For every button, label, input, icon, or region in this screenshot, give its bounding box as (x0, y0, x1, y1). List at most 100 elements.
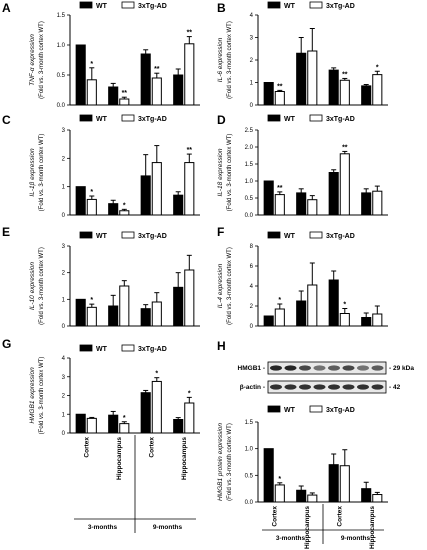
y-tick-label: 3 (62, 375, 66, 381)
y-axis-sublabel: (Fold vs. 3-month cortex WT) (227, 134, 233, 212)
bar-3xtg (151, 301, 162, 327)
legend-label-wt: WT (96, 346, 108, 353)
significance-marker: ** (342, 71, 348, 78)
chart-panel-h: H 0.0 0.5 1.0 1.5 HMGB1 protein expression (Fo… (217, 339, 388, 549)
y-axis-label: HMGB1 expression (29, 367, 36, 424)
bar-wt (328, 464, 339, 503)
y-axis-label: IL-4 expression (217, 263, 224, 308)
significance-marker: * (343, 302, 346, 309)
y-axis-sublabel: (Fold vs. 3-month cortex WT) (39, 21, 45, 99)
bar-wt (75, 44, 86, 106)
legend-label-wt: WT (96, 3, 108, 10)
bar-wt (173, 419, 184, 434)
significance-marker: * (188, 390, 191, 397)
bar-wt (296, 489, 307, 503)
bar-wt (328, 172, 339, 216)
significance-marker: * (278, 476, 281, 483)
x-group-label: 3-months (276, 535, 306, 542)
y-axis-sublabel: (Fold vs. 3-month cortex WT) (39, 247, 45, 325)
panel-letter: D (217, 113, 226, 127)
bar-3xtg (151, 162, 162, 216)
bar-wt (108, 414, 119, 434)
y-tick-label: 1 (62, 412, 66, 418)
y-axis-sublabel: (Fold vs. 3-month cortex WT) (39, 357, 45, 435)
legend-swatch-3xtg (309, 1, 323, 9)
x-group-label: 3-months (88, 524, 118, 531)
bar-wt (296, 192, 307, 216)
blot-row-hmgb1 (267, 361, 387, 375)
bar-wt (108, 305, 119, 327)
legend-label-wt: WT (96, 233, 108, 240)
blot-band (270, 384, 282, 390)
y-tick-label: 2 (250, 58, 254, 64)
panel-letter: G (2, 337, 11, 351)
legend-swatch-wt (267, 1, 281, 9)
x-category-label: Hippocampus (369, 506, 376, 549)
y-tick-label: 2.5 (245, 128, 254, 134)
western-blot: HMGB1 - - 29 kDa β-actin - - 42 (238, 361, 414, 394)
y-tick-label: 6 (250, 264, 254, 270)
y-tick-label: 2 (62, 271, 66, 277)
chart-panel-c: C 0 1 2 3 IL-1β expression (Fold vs. 3-month c… (2, 113, 200, 219)
legend-label-wt: WT (284, 407, 296, 414)
bar-3xtg (307, 494, 318, 503)
y-axis-sublabel: (Fold vs. 3-month cortex WT) (39, 134, 45, 212)
y-tick-label: 0 (62, 431, 66, 437)
bar-wt (140, 175, 151, 216)
bar-wt (75, 413, 86, 434)
bar-wt (173, 74, 184, 106)
y-axis-sublabel: (Fold vs. 3-month cortex WT) (227, 21, 233, 99)
significance-marker: * (123, 202, 126, 209)
legend-label-3xtg: 3xTg-AD (138, 346, 167, 353)
legend-swatch-wt (267, 405, 281, 413)
bar-3xtg (307, 284, 318, 327)
legend-swatch-3xtg (309, 231, 323, 239)
blot-band (371, 365, 384, 371)
y-tick-label: 0.5 (245, 196, 254, 202)
y-tick-label: 0 (62, 213, 66, 219)
y-axis-label: TNF-α expression (29, 34, 36, 86)
legend-label-wt: WT (284, 116, 296, 123)
panel-letter: E (2, 225, 10, 239)
x-group-label: 9-months (341, 535, 371, 542)
blot-band (299, 365, 311, 371)
panel-letter: F (217, 225, 224, 239)
bar-wt (173, 286, 184, 327)
y-tick-label: 3 (250, 36, 254, 42)
panel-letter: B (217, 1, 226, 15)
legend-swatch-3xtg (121, 1, 135, 9)
bar-3xtg (86, 198, 97, 216)
chart-panel-e: E 0 1 2 3 IL-10 expression (Fold vs. 3-month c… (2, 225, 200, 330)
bar-3xtg (339, 153, 350, 216)
blot-band (313, 384, 326, 390)
bar-wt (296, 300, 307, 327)
y-tick-label: 4 (250, 13, 254, 19)
bar-wt (75, 186, 86, 216)
legend-swatch-wt (79, 114, 93, 122)
y-tick-label: 1.0 (245, 179, 254, 185)
bar-3xtg (372, 494, 383, 503)
y-tick-label: 4 (250, 284, 254, 290)
legend-label-3xtg: 3xTg-AD (138, 116, 167, 123)
bar-3xtg (86, 417, 97, 434)
legend-swatch-3xtg (121, 231, 135, 239)
bar-wt (361, 85, 372, 106)
bar-wt (263, 448, 274, 503)
y-tick-label: 1.0 (57, 43, 66, 49)
blot-band (270, 365, 282, 371)
bar-3xtg (372, 313, 383, 327)
significance-marker: * (376, 64, 379, 71)
significance-marker: * (155, 371, 158, 378)
bar-3xtg (184, 269, 195, 327)
y-tick-label: 2 (250, 304, 254, 310)
blot-row-actin (267, 380, 387, 394)
blot-kda-label: - 29 kDa (389, 365, 414, 372)
y-tick-label: 0.0 (245, 213, 254, 219)
x-category-label: Cortex (83, 437, 90, 458)
significance-marker: ** (187, 147, 193, 154)
blot-band (342, 384, 355, 390)
blot-row-label: β-actin - (240, 384, 265, 391)
x-category-label: Cortex (336, 506, 343, 527)
y-axis-label: IL-10 expression (29, 262, 36, 310)
blot-band (328, 365, 340, 371)
